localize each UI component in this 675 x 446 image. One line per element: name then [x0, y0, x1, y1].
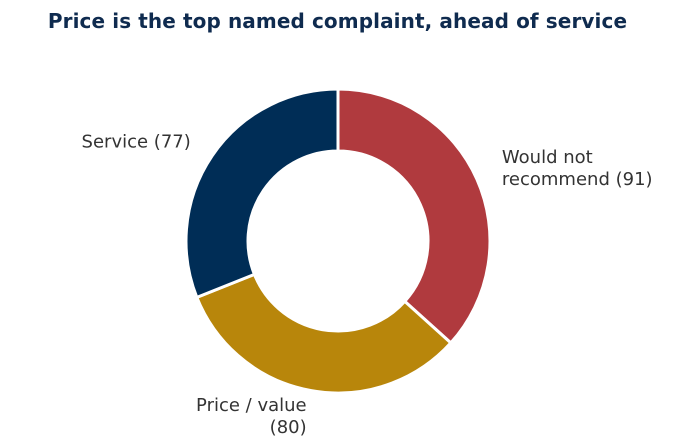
slice-would-not-recommend	[336, 87, 492, 345]
slice-label-price-value: Price / value (80)	[196, 395, 307, 438]
slice-price-value	[195, 272, 453, 395]
slice-label-would-not-recommend: Would not recommend (91)	[502, 147, 653, 190]
chart-title: Price is the top named complaint, ahead …	[47, 9, 628, 33]
slice-service	[184, 87, 340, 299]
slice-labels: Would not recommend (91) Price / value (80)…	[82, 131, 653, 438]
donut-slices	[184, 87, 492, 395]
slice-label-service: Service (77)	[82, 131, 191, 152]
